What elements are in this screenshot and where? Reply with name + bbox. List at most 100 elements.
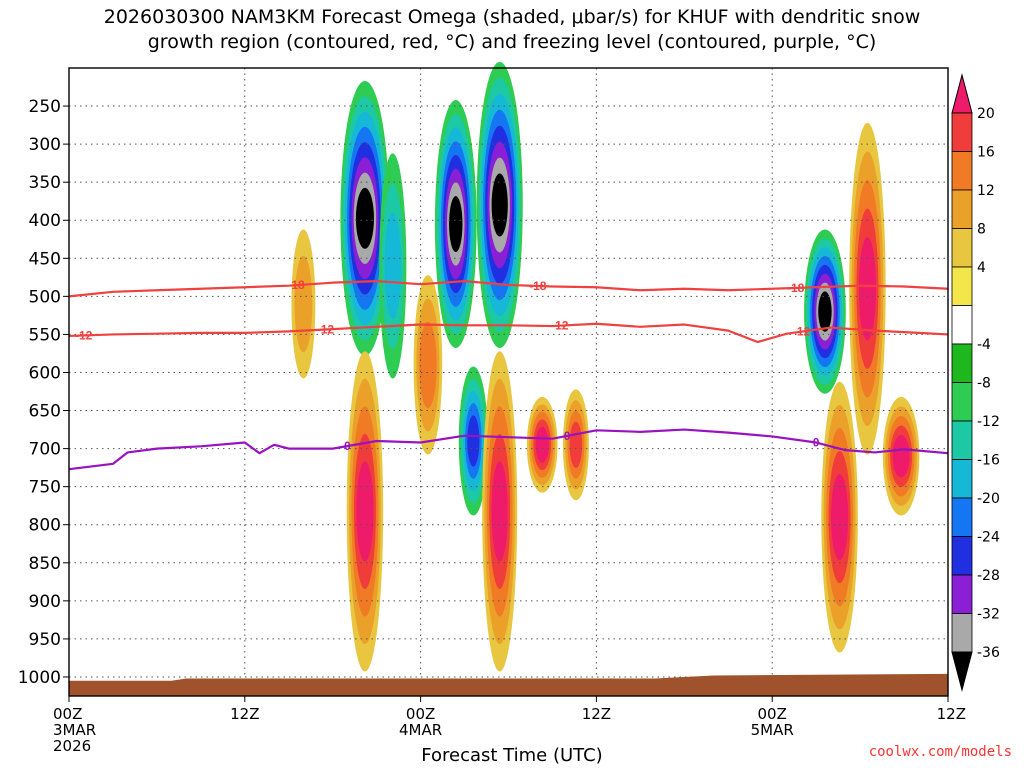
colorbar-label: 16 xyxy=(977,145,995,161)
colorbar-label: -4 xyxy=(977,337,991,353)
contour-line--18 xyxy=(68,280,949,298)
x-tick-label: 12Z xyxy=(937,705,966,723)
contour-label: 0 xyxy=(344,439,351,453)
y-tick-label: 1000 xyxy=(18,668,61,688)
omega-feature xyxy=(849,122,886,455)
y-tick-label: 650 xyxy=(29,402,61,422)
contour-label: -12 xyxy=(551,319,569,333)
colorbar-swatch xyxy=(951,228,973,268)
terrain-fill xyxy=(69,673,948,696)
contour-label: -18 xyxy=(287,278,305,292)
omega-contour-band xyxy=(467,415,480,467)
colorbar-swatch xyxy=(951,497,973,537)
omega-feature xyxy=(413,275,443,455)
colorbar-bottom-arrow xyxy=(951,651,973,692)
omega-feature xyxy=(526,396,558,493)
y-tick-label: 850 xyxy=(29,554,61,574)
y-tick-label: 300 xyxy=(29,135,61,155)
omega-feature xyxy=(346,351,384,672)
omega-contour-band xyxy=(569,421,583,469)
x-year-label: 2026 xyxy=(53,737,91,755)
contour-label: -12 xyxy=(75,328,93,342)
omega-feature xyxy=(476,62,523,349)
omega-feature xyxy=(291,229,316,379)
x-tick-label: 00Z xyxy=(406,705,435,723)
colorbar-label: -32 xyxy=(977,607,1000,623)
omega-contour-band xyxy=(491,173,508,237)
colorbar-label: -36 xyxy=(977,645,1000,661)
x-date-label: 5MAR xyxy=(751,721,794,739)
colorbar-swatch xyxy=(951,613,973,653)
colorbar-top-arrow xyxy=(951,73,973,114)
y-tick-label: 750 xyxy=(29,478,61,498)
omega-contour-band xyxy=(294,255,313,353)
colorbar-label: 8 xyxy=(977,222,986,238)
colorbar-label: -24 xyxy=(977,530,1000,546)
y-tick-label: 350 xyxy=(29,173,61,193)
colorbar-swatch xyxy=(951,151,973,191)
omega-feature xyxy=(458,366,488,516)
colorbar-label: -16 xyxy=(977,453,1000,469)
contour-label: 0 xyxy=(813,436,820,450)
chart-title-line1: 2026030300 NAM3KM Forecast Omega (shaded… xyxy=(103,6,921,28)
colorbar-label: -8 xyxy=(977,376,991,392)
colorbar-label: -28 xyxy=(977,568,1000,584)
colorbar-swatch xyxy=(951,343,973,383)
contour-label: -18 xyxy=(529,279,547,293)
colorbar-label: 20 xyxy=(977,106,995,122)
colorbar-swatch xyxy=(951,536,973,576)
y-tick-label: 950 xyxy=(29,630,61,650)
colorbar-swatch xyxy=(951,305,973,345)
omega-contour-band xyxy=(356,461,374,562)
omega-feature xyxy=(804,229,846,394)
y-tick-label: 800 xyxy=(29,516,61,536)
omega-contour-band xyxy=(449,196,463,252)
omega-contour-band xyxy=(491,461,508,562)
x-date-label: 3MAR xyxy=(53,721,96,739)
contour-label: -12 xyxy=(793,325,811,339)
omega-contour-band xyxy=(384,212,401,320)
colorbar-label: 4 xyxy=(977,260,986,276)
colorbar-swatch xyxy=(951,112,973,152)
omega-contour-band xyxy=(831,474,849,561)
y-tick-label: 250 xyxy=(29,97,61,117)
omega-feature xyxy=(379,153,407,379)
colorbar-label: -12 xyxy=(977,414,1000,430)
x-date-label: 4MAR xyxy=(399,721,442,739)
omega-contour-band xyxy=(818,291,832,332)
y-tick-label: 450 xyxy=(29,249,61,269)
omega-contour-band xyxy=(535,426,549,463)
colorbar-label: -20 xyxy=(977,491,1000,507)
x-tick-label: 00Z xyxy=(53,705,82,723)
colorbar-label: 12 xyxy=(977,183,995,199)
y-tick-label: 600 xyxy=(29,363,61,383)
omega-feature xyxy=(821,381,858,653)
colorbar-swatch xyxy=(951,266,973,306)
omega-feature xyxy=(482,351,518,672)
omega-feature xyxy=(340,81,390,356)
omega-contour-band xyxy=(892,434,910,478)
x-axis-title: Forecast Time (UTC) xyxy=(421,745,603,766)
y-tick-label: 400 xyxy=(29,211,61,231)
colorbar-swatch xyxy=(951,459,973,499)
y-tick-label: 550 xyxy=(29,325,61,345)
omega-contour-band xyxy=(355,187,374,249)
contour-label: -12 xyxy=(317,322,335,336)
omega-contour-band xyxy=(419,321,437,409)
omega-contour-band xyxy=(858,237,876,341)
x-tick-label: 00Z xyxy=(758,705,787,723)
contour-label: -18 xyxy=(787,281,805,295)
colorbar-swatch xyxy=(951,574,973,614)
contour-line-0 xyxy=(68,428,949,471)
omega-feature xyxy=(882,396,920,516)
y-tick-label: 700 xyxy=(29,440,61,460)
colorbar-swatch xyxy=(951,189,973,229)
contour-label: 0 xyxy=(564,429,571,443)
contour-line--12 xyxy=(68,322,949,344)
y-tick-label: 500 xyxy=(29,287,61,307)
plot-frame xyxy=(68,67,949,697)
x-tick-label: 12Z xyxy=(582,705,611,723)
omega-feature xyxy=(562,389,589,501)
site-credit: coolwx.com/models xyxy=(868,744,1012,760)
